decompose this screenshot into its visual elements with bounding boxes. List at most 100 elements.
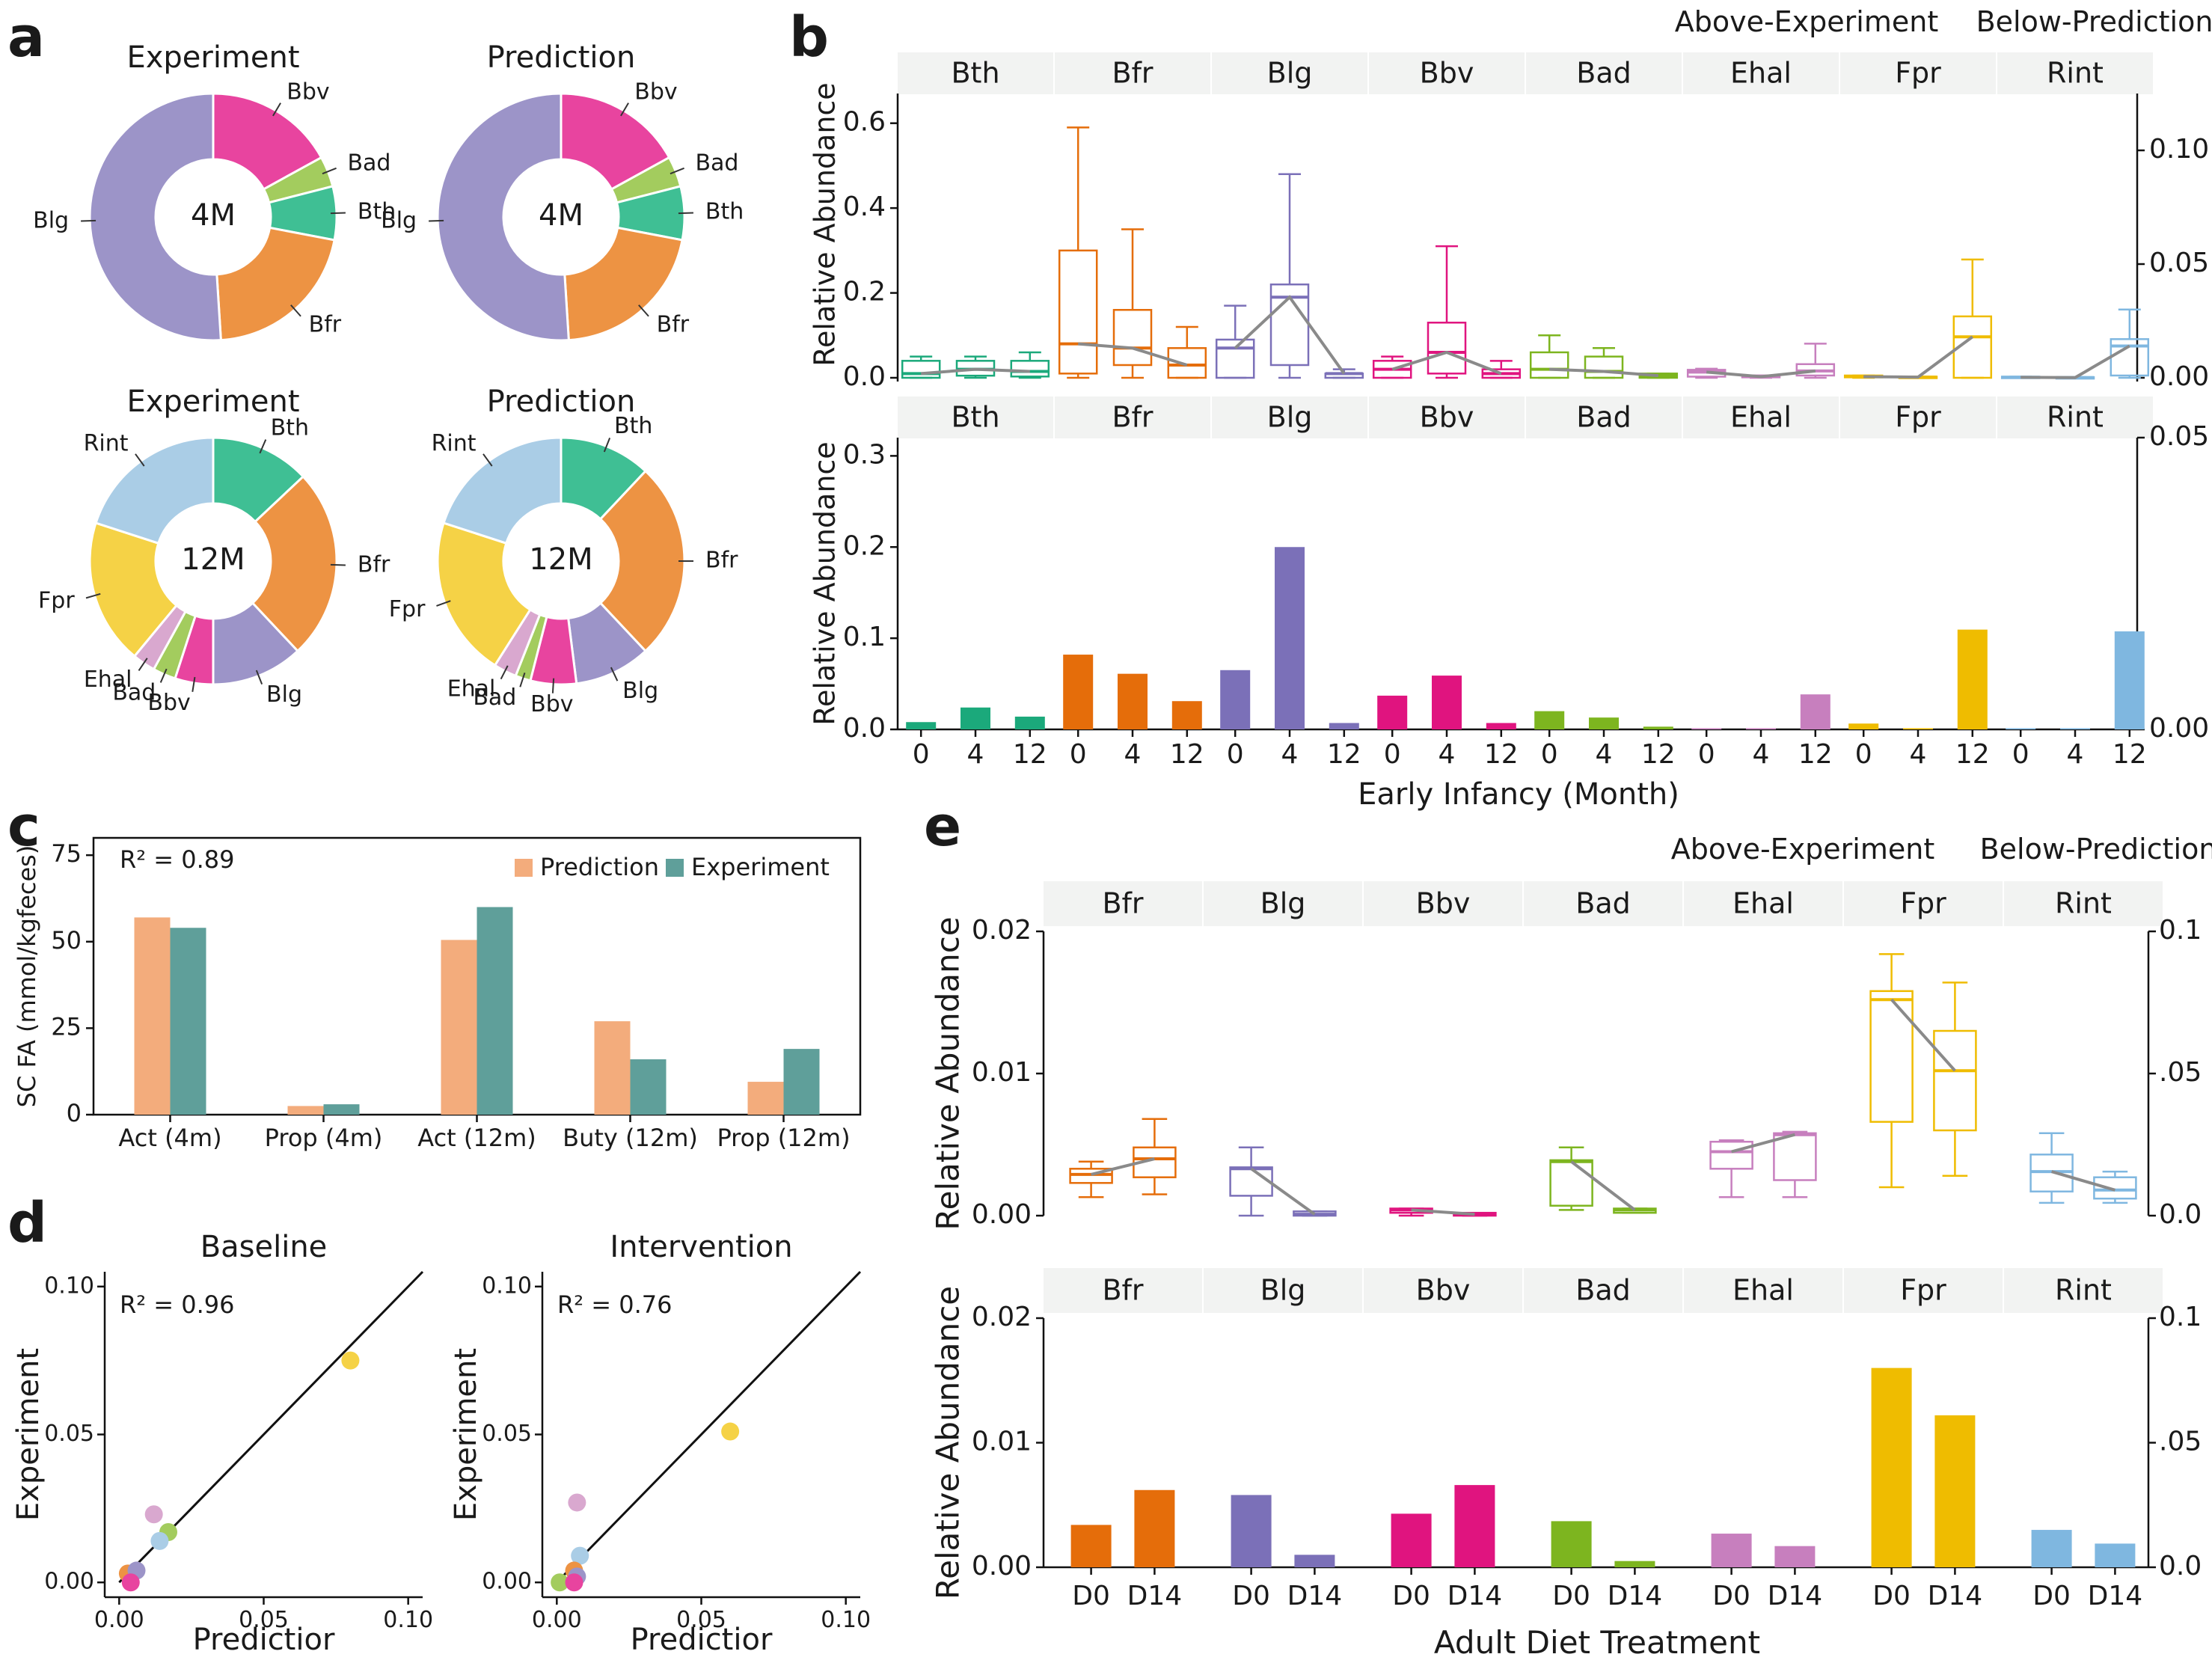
- e-x-tick-label-Ehal-D0: D0: [1712, 1581, 1750, 1611]
- e-x-tick-label-Fpr-D14: D14: [1928, 1581, 1983, 1611]
- donut-1-label-Bad: Bad: [695, 150, 738, 176]
- b-top-left-tick-label: 0.0: [843, 361, 886, 392]
- b-top-strip-label-Blg: Blg: [1267, 57, 1313, 90]
- b-bottom-strip-Fpr: [1840, 396, 1996, 438]
- b-x-tick-label-Bth-12: 12: [1013, 739, 1047, 770]
- donut-3-title: Prediction: [487, 385, 636, 419]
- donut-3-leader-Rint: [482, 453, 493, 467]
- donut-3-label-Ehal: Ehal: [447, 676, 496, 702]
- d-1-identity-line: [556, 1270, 862, 1584]
- e-bottom-right-tick-label: 0.1: [2159, 1302, 2202, 1332]
- b-top-right-tick-label: 0.10: [2149, 134, 2209, 165]
- e-top-strip-Blg: [1204, 881, 1362, 926]
- donut-1-label-Bth: Bth: [705, 198, 744, 224]
- b-x-tick-label-Ehal-12: 12: [1798, 739, 1833, 770]
- d-0-title: Baseline: [200, 1230, 328, 1264]
- e-top-Fpr-D0-box: [1869, 990, 1914, 1123]
- c-bar-Prediction-3: [594, 1021, 631, 1115]
- e-top-right-tick-label: 0.0: [2159, 1199, 2202, 1230]
- e-top-Fpr-D14-box: [1933, 1029, 1977, 1132]
- e-bottom-bar-Blg-D0: [1231, 1495, 1272, 1567]
- b-top-Bad-0-box: [1529, 351, 1569, 379]
- b-top-strip-label-Bth: Bth: [951, 57, 999, 90]
- b-bottom-ylabel: Relative Abundance: [809, 441, 842, 725]
- b-top-strip-label-Rint: Rint: [2047, 57, 2104, 90]
- b-bottom-left-tick-label: 0.1: [843, 622, 886, 652]
- d-1-y-tick-label: 0.05: [482, 1421, 532, 1447]
- e-x-tick-label-Bfr-D14: D14: [1127, 1581, 1183, 1611]
- b-bottom-bar-Rint-0: [2006, 728, 2036, 729]
- b-bottom-bar-Fpr-12: [1957, 629, 1988, 729]
- e-top-strip-label-Bbv: Bbv: [1416, 887, 1471, 920]
- donut-2-leader-Fpr: [85, 592, 101, 599]
- b-bottom-strip-label-Blg: Blg: [1267, 401, 1313, 434]
- b-x-tick-label-Bad-4: 4: [1596, 739, 1613, 770]
- e-top-strip-Bfr: [1044, 881, 1202, 926]
- e-bottom-right-tick-label: 0.0: [2159, 1551, 2202, 1581]
- e-legend-experiment: Above-Experiment: [1671, 833, 1935, 866]
- b-bottom-strip-label-Bfr: Bfr: [1112, 401, 1153, 434]
- b-x-tick-label-Fpr-4: 4: [1910, 739, 1927, 770]
- donut-2-slice-Rint: [94, 436, 215, 545]
- b-top-strip-Blg: [1212, 52, 1367, 94]
- donut-3-label-Bad: Bad: [473, 685, 516, 711]
- c-r2: R² = 0.89: [120, 845, 234, 874]
- donut-0-label-Bth: Bth: [358, 198, 396, 224]
- b-bottom-bar-Ehal-0: [1691, 728, 1722, 729]
- donut-1-leader-Bfr: [638, 304, 649, 317]
- e-x-tick-label-Bbv-D14: D14: [1447, 1581, 1503, 1611]
- e-x-tick-label-Rint-D0: D0: [2032, 1581, 2071, 1611]
- donut-2-slice-Bfr: [251, 474, 338, 653]
- e-top-left-tick-label: 0.02: [972, 915, 1032, 946]
- donut-3-leader-Bbv: [551, 678, 555, 693]
- b-top-Bfr-0-box: [1058, 249, 1098, 375]
- b-top-strip-Bad: [1526, 52, 1682, 94]
- e-bottom-left-tick-label: 0.02: [972, 1302, 1032, 1332]
- d-1-title: Intervention: [610, 1230, 792, 1264]
- donut-3-slice-Bfr: [598, 469, 686, 653]
- b-bottom-strip-Bad: [1526, 396, 1682, 438]
- d-0-y-tick-label: 0.05: [44, 1421, 94, 1447]
- d-0-y-tick-label: 0.00: [44, 1569, 94, 1595]
- b-top-right-tick-label: 0.00: [2149, 361, 2209, 392]
- c-x-tick-label-1: Prop (4m): [265, 1124, 383, 1152]
- b-top-strip-label-Bbv: Bbv: [1420, 57, 1474, 90]
- d-0-x-tick-label: 0.10: [383, 1607, 433, 1633]
- panel-label-e: e: [924, 794, 961, 859]
- b-top-strip-label-Bad: Bad: [1576, 57, 1631, 90]
- b-x-tick-label-Blg-12: 12: [1327, 739, 1361, 770]
- c-x-tick-label-4: Prop (12m): [717, 1124, 850, 1152]
- donut-1-center: 4M: [539, 198, 583, 233]
- donut-1-label-Bbv: Bbv: [634, 79, 677, 105]
- e-xlabel: Adult Diet Treatment: [1434, 1624, 1760, 1661]
- e-x-tick-label-Bad-D0: D0: [1552, 1581, 1590, 1611]
- b-x-tick-label-Bad-0: 0: [1541, 739, 1558, 770]
- d-1-point-Fpr: [721, 1422, 740, 1441]
- b-bottom-strip-label-Rint: Rint: [2047, 401, 2104, 434]
- d-1-point-Rint: [571, 1546, 589, 1565]
- e-top-Bad-D0-box: [1549, 1159, 1593, 1207]
- d-1-point-Bbv: [565, 1573, 583, 1592]
- b-x-tick-label-Ehal-4: 4: [1753, 739, 1770, 770]
- e-top-strip-Bbv: [1364, 881, 1522, 926]
- b-top-Ehal-median-trend: [1706, 369, 1816, 379]
- donut-3-leader-Bth: [603, 438, 611, 453]
- donut-2-title: Experiment: [126, 385, 299, 419]
- donut-1-title: Prediction: [487, 40, 636, 75]
- donut-3-leader-Bad: [519, 673, 526, 687]
- d-1-xlabel: Predictior: [631, 1623, 773, 1657]
- b-top-Bad-4-box: [1584, 355, 1624, 379]
- e-top-strip-label-Rint: Rint: [2055, 887, 2112, 920]
- b-bottom-bar-Bth-4: [961, 707, 990, 729]
- e-x-tick-label-Ehal-D14: D14: [1768, 1581, 1823, 1611]
- c-legend-prediction: Prediction: [540, 853, 659, 881]
- donut-2-leader-Bbv: [192, 676, 196, 692]
- d-0-r2: R² = 0.96: [120, 1290, 234, 1319]
- b-bottom-bar-Bth-0: [906, 722, 937, 729]
- e-x-tick-label-Bfr-D0: D0: [1072, 1581, 1110, 1611]
- donut-2-leader-Bfr: [330, 563, 346, 566]
- donut-2-label-Bfr: Bfr: [358, 552, 390, 578]
- e-x-tick-label-Bbv-D0: D0: [1392, 1581, 1430, 1611]
- d-0-point-Rint: [150, 1531, 169, 1550]
